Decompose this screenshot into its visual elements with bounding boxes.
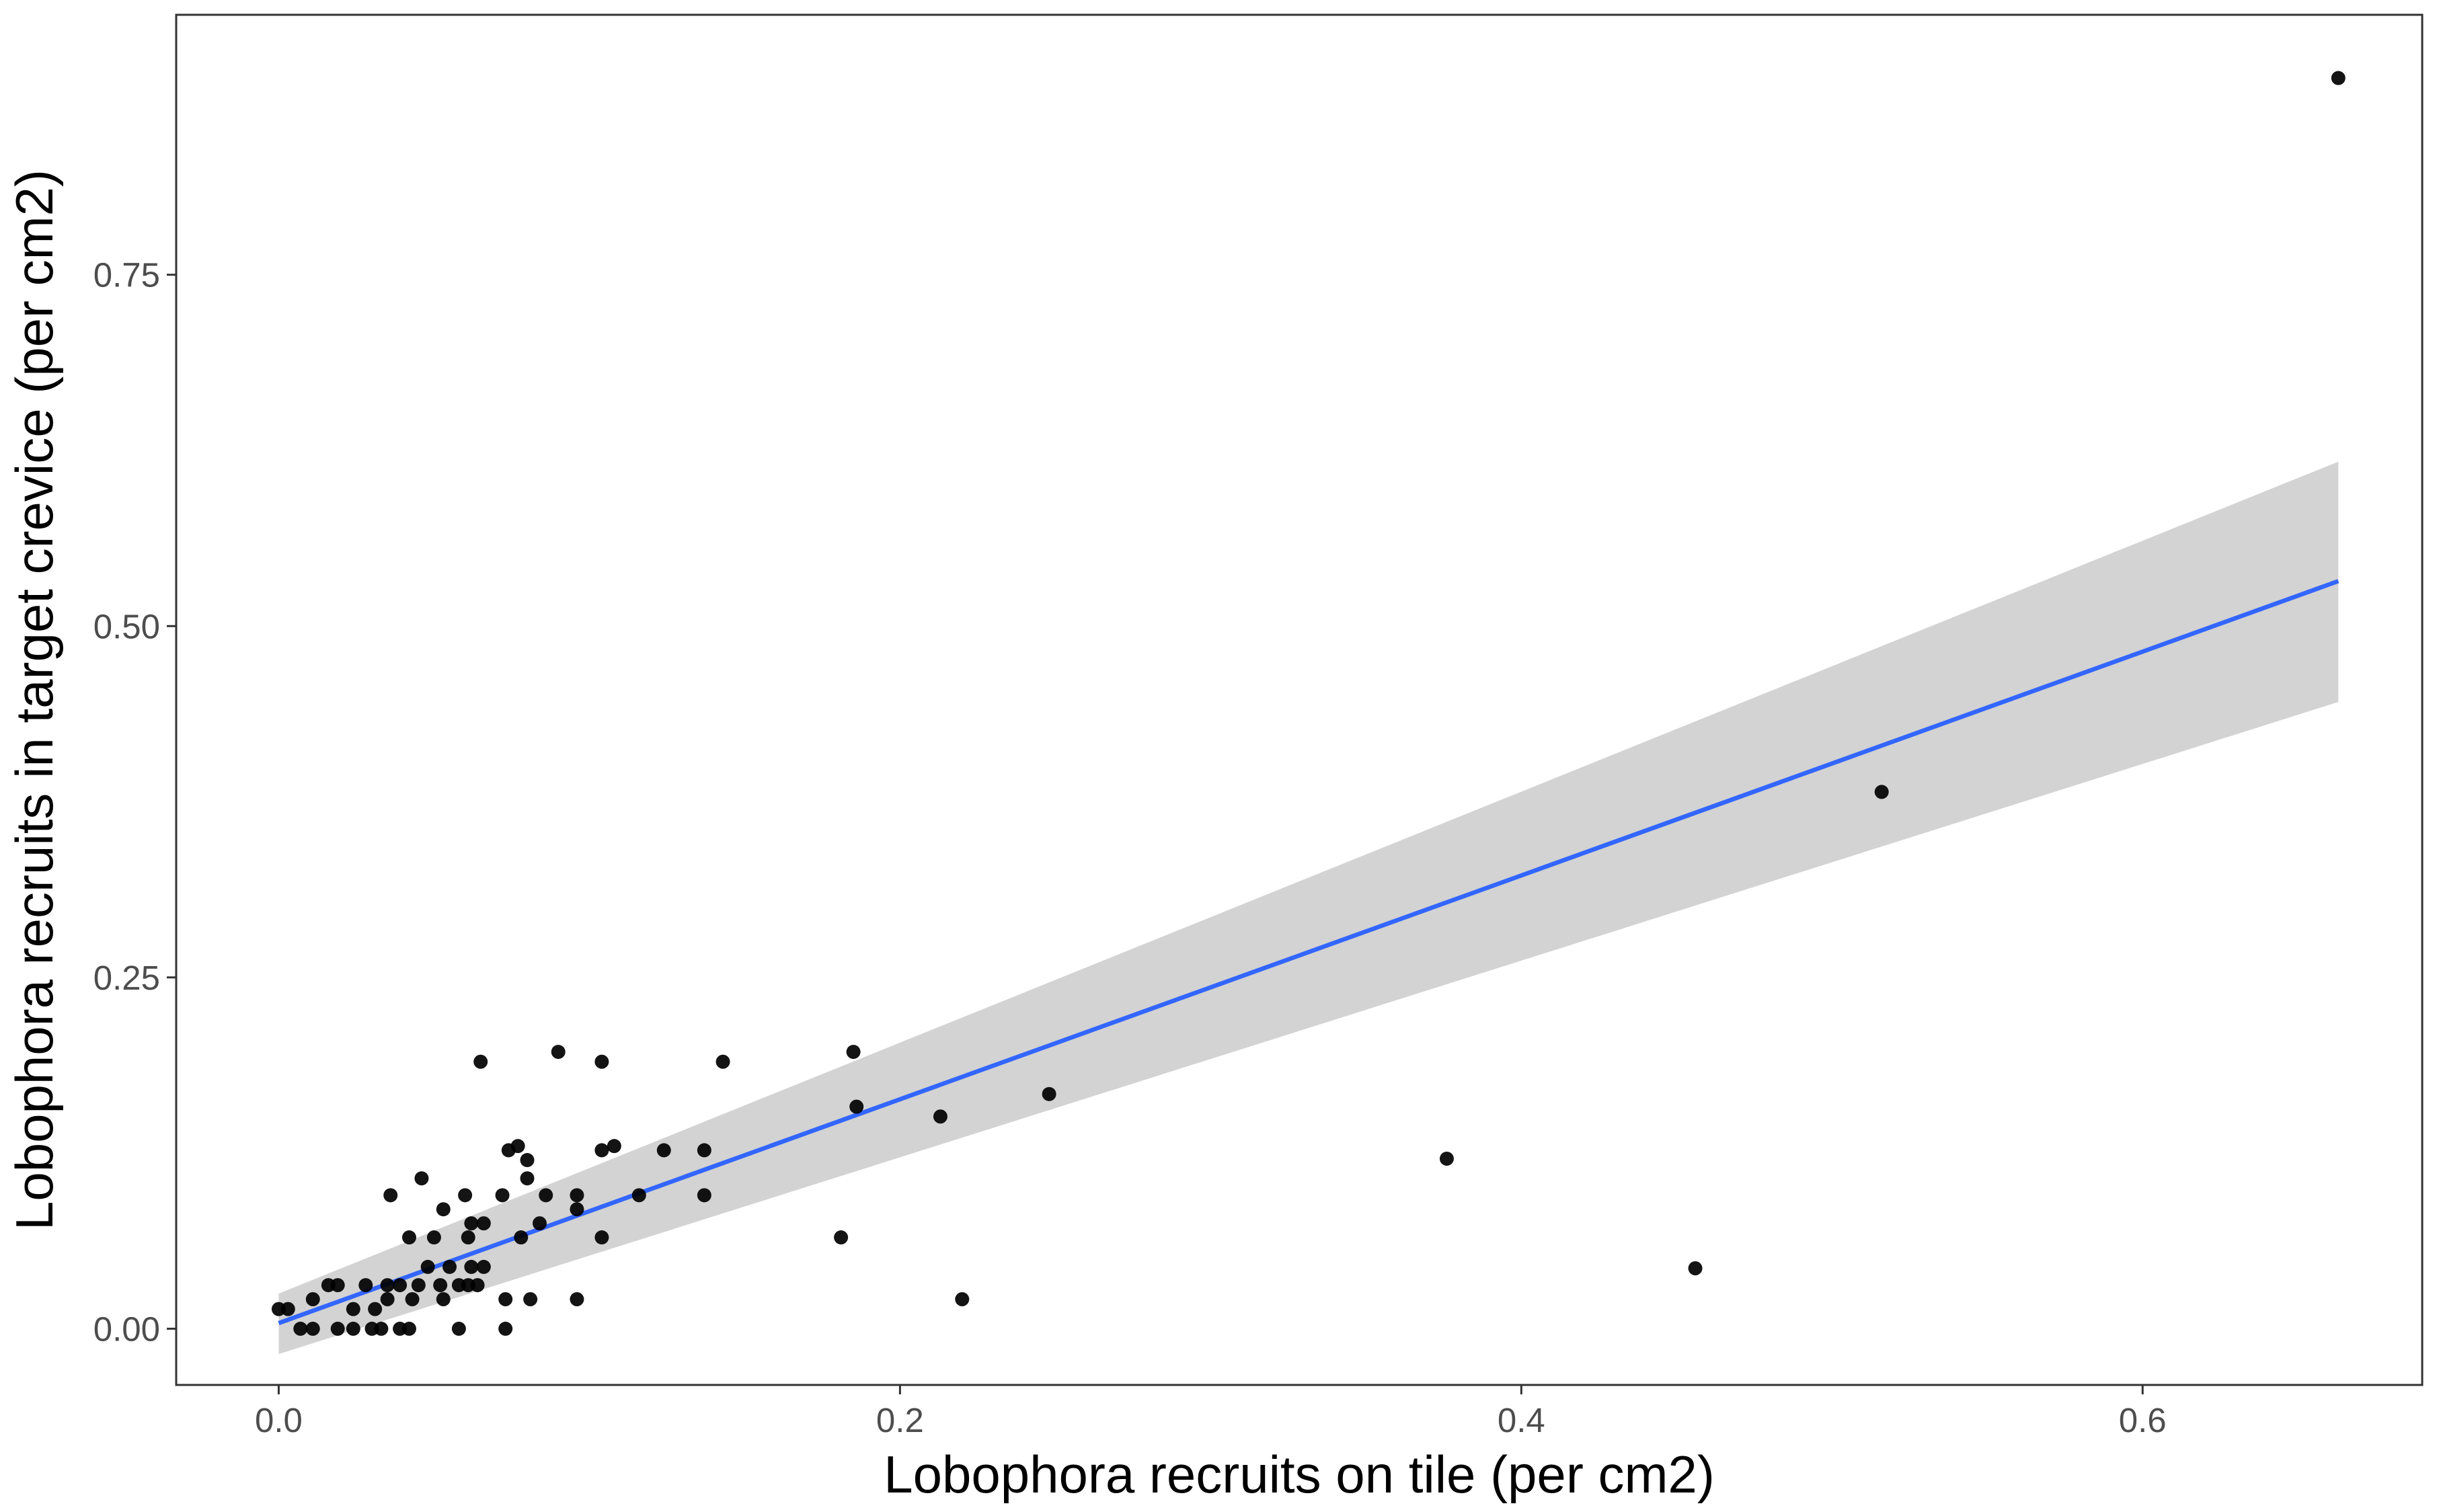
data-points-layer xyxy=(271,71,2346,1336)
data-point xyxy=(697,1143,711,1158)
data-point xyxy=(473,1054,488,1069)
plot-panel-border xyxy=(175,13,2424,1386)
data-point xyxy=(436,1202,451,1217)
data-point xyxy=(1042,1086,1056,1101)
data-point xyxy=(420,1259,435,1274)
data-point xyxy=(594,1143,609,1158)
data-point xyxy=(368,1302,383,1316)
y-tick-label: 0.25 xyxy=(93,959,160,997)
data-point xyxy=(551,1045,566,1060)
data-point xyxy=(346,1321,360,1336)
data-point xyxy=(280,1302,295,1316)
data-point xyxy=(346,1302,360,1316)
data-point xyxy=(594,1054,609,1069)
data-point xyxy=(293,1321,308,1336)
data-point xyxy=(470,1278,485,1293)
y-tick-label: 0.00 xyxy=(93,1310,160,1348)
data-point xyxy=(933,1109,947,1124)
data-point xyxy=(330,1321,345,1336)
data-point xyxy=(426,1230,441,1245)
data-point xyxy=(433,1278,448,1293)
data-point xyxy=(358,1278,373,1293)
x-axis-title: Lobophora recruits on tile (per cm2) xyxy=(884,1445,1715,1504)
confidence-band-layer xyxy=(278,461,2339,1355)
data-point xyxy=(498,1321,513,1336)
data-point xyxy=(539,1188,553,1203)
data-point xyxy=(520,1171,535,1186)
data-point xyxy=(715,1054,730,1069)
x-tick-label: 0.4 xyxy=(1498,1401,1545,1439)
data-point xyxy=(697,1188,711,1203)
data-point xyxy=(514,1230,529,1245)
data-point xyxy=(374,1321,389,1336)
data-point xyxy=(451,1321,466,1336)
data-point xyxy=(305,1321,320,1336)
regression-line xyxy=(278,579,2339,1326)
x-tick-label: 0.6 xyxy=(2119,1401,2167,1439)
data-point xyxy=(458,1188,473,1203)
data-point xyxy=(849,1099,864,1114)
data-point xyxy=(570,1291,584,1306)
data-point xyxy=(464,1216,479,1231)
data-point xyxy=(405,1291,420,1306)
data-point xyxy=(955,1291,970,1306)
x-tick-label: 0.0 xyxy=(255,1401,303,1439)
x-axis: 0.0 0.2 0.4 0.6 xyxy=(255,1385,2167,1439)
data-point xyxy=(330,1278,345,1293)
data-point xyxy=(461,1230,475,1245)
data-point xyxy=(414,1171,429,1186)
data-point xyxy=(401,1321,416,1336)
data-point xyxy=(2331,71,2346,85)
data-point xyxy=(656,1143,671,1158)
data-point xyxy=(846,1045,861,1060)
data-point xyxy=(305,1291,320,1306)
data-point xyxy=(383,1188,398,1203)
data-point xyxy=(464,1259,479,1274)
data-point xyxy=(1688,1261,1703,1276)
data-point xyxy=(380,1278,395,1293)
regression-line-layer xyxy=(278,579,2339,1326)
data-point xyxy=(1874,785,1889,799)
data-point xyxy=(834,1230,849,1245)
data-point xyxy=(401,1230,416,1245)
data-point xyxy=(436,1291,451,1306)
x-tick-label: 0.2 xyxy=(876,1401,924,1439)
data-point xyxy=(380,1291,395,1306)
data-point xyxy=(523,1291,538,1306)
data-point xyxy=(498,1291,513,1306)
data-point xyxy=(594,1230,609,1245)
data-point xyxy=(442,1259,457,1274)
data-point xyxy=(476,1216,491,1231)
y-tick-label: 0.75 xyxy=(93,256,160,294)
data-point xyxy=(476,1259,491,1274)
data-point xyxy=(495,1188,510,1203)
data-point xyxy=(607,1139,621,1154)
y-axis-title: Lobophora recruits in target crevice (pe… xyxy=(5,169,64,1230)
y-tick-label: 0.50 xyxy=(93,607,160,645)
confidence-band xyxy=(278,461,2339,1355)
data-point xyxy=(393,1278,408,1293)
data-point xyxy=(532,1216,547,1231)
data-point xyxy=(520,1153,535,1168)
data-point xyxy=(570,1188,584,1203)
data-point xyxy=(411,1278,426,1293)
data-point xyxy=(1439,1151,1454,1166)
data-point xyxy=(510,1139,525,1154)
data-point xyxy=(570,1202,584,1217)
y-axis: 0.00 0.25 0.50 0.75 xyxy=(93,256,176,1348)
data-point xyxy=(631,1188,646,1203)
